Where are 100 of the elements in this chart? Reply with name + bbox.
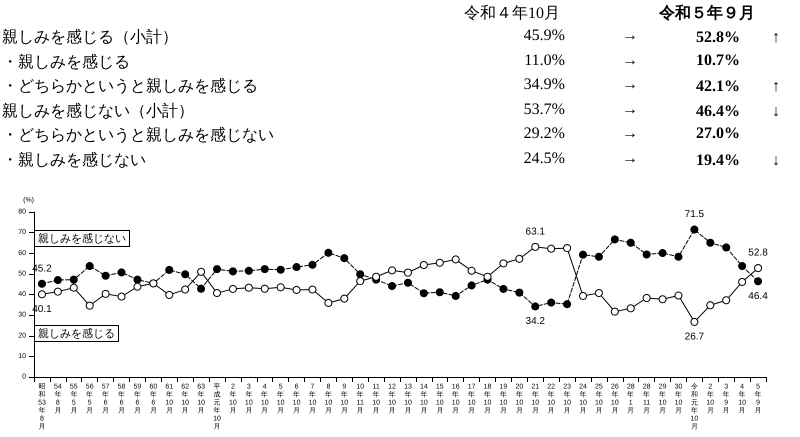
point: [86, 262, 94, 270]
point: [244, 284, 253, 292]
point: [118, 268, 126, 276]
point: [292, 286, 301, 294]
point: [706, 238, 714, 247]
point: [213, 289, 221, 298]
text: 42.1% ↑: [696, 77, 780, 97]
point: [515, 254, 524, 263]
point: [563, 300, 572, 308]
text: 19.4% ↓: [696, 150, 780, 170]
point: [372, 272, 380, 281]
point: [102, 290, 110, 298]
text: 24.5%: [524, 150, 565, 168]
point: [420, 261, 428, 270]
point: [547, 244, 556, 253]
point: [260, 284, 269, 293]
text: →: [622, 125, 638, 143]
point: [610, 235, 619, 244]
point: [197, 284, 206, 293]
data-label: 71.5: [684, 209, 705, 220]
point: [70, 276, 78, 284]
point: [579, 250, 587, 259]
point: [563, 244, 572, 252]
point: [452, 255, 460, 264]
point: [468, 266, 476, 275]
point: [228, 267, 237, 276]
point: [260, 265, 269, 274]
data-label: 63.1: [526, 226, 546, 238]
point: [626, 238, 635, 247]
text: 親しみを感じない: [38, 232, 126, 245]
point: [181, 286, 190, 294]
point: [642, 294, 651, 302]
point: [324, 298, 332, 307]
data-label: 34.2: [526, 316, 546, 327]
point: [642, 250, 651, 258]
point: [356, 270, 364, 278]
text: 53.7%: [524, 100, 565, 118]
point: [308, 286, 316, 294]
text: →: [622, 100, 638, 118]
point: [610, 308, 619, 316]
point: [38, 290, 46, 298]
text: →: [622, 52, 638, 70]
point: [133, 282, 142, 291]
text: ・親しみを感じない: [2, 150, 146, 170]
point: [308, 260, 316, 269]
point: [531, 302, 540, 310]
point: [738, 262, 746, 270]
point: [324, 248, 332, 257]
point: [690, 226, 698, 234]
text: 令和４年10月: [464, 4, 560, 24]
point: [213, 265, 221, 274]
point: [547, 298, 556, 307]
point: [54, 288, 62, 296]
text: 46.4% ↓: [696, 102, 780, 122]
text: 27.0%: [696, 125, 740, 143]
text: ・どちらかというと親しみを感じる: [2, 76, 258, 97]
point: [484, 272, 492, 281]
point: [499, 259, 508, 268]
text: 29.2%: [524, 125, 565, 143]
point: [420, 289, 428, 298]
point: [436, 288, 444, 296]
text: 親しみを感じる（小計）: [2, 28, 178, 48]
point: [452, 292, 460, 300]
point: [340, 254, 348, 262]
point: [388, 282, 396, 290]
point: [70, 284, 78, 292]
point: [706, 301, 714, 310]
text: ・どちらかというと親しみを感じない: [2, 126, 274, 146]
text: 34.9%: [524, 76, 565, 94]
point: [738, 278, 746, 286]
point: [404, 268, 412, 277]
point: [594, 289, 603, 298]
text: ・親しみを感じる: [2, 52, 130, 72]
point: [102, 272, 110, 280]
point: [404, 278, 412, 287]
point: [674, 292, 682, 300]
text: 10.7%: [696, 52, 740, 70]
point: [499, 284, 508, 293]
point: [54, 276, 62, 284]
point: [276, 266, 285, 274]
point: [674, 252, 682, 261]
point: [292, 263, 301, 272]
point: [626, 304, 635, 312]
point: [658, 295, 667, 304]
point: [118, 292, 126, 301]
point: [276, 283, 285, 292]
data-label: 52.8: [748, 248, 768, 259]
point: [388, 266, 396, 274]
point: [38, 280, 46, 288]
text: 親しみを感じない（小計）: [2, 102, 194, 122]
point: [722, 243, 730, 252]
data-label: 46.4: [748, 290, 768, 302]
text: 52.8% ↑: [696, 28, 780, 48]
point: [340, 294, 348, 303]
text: 親しみを感じる: [38, 327, 115, 340]
text: →: [622, 27, 638, 45]
data-label: 26.7: [684, 331, 705, 342]
point: [165, 290, 174, 299]
point: [436, 258, 444, 267]
point: [228, 284, 237, 293]
